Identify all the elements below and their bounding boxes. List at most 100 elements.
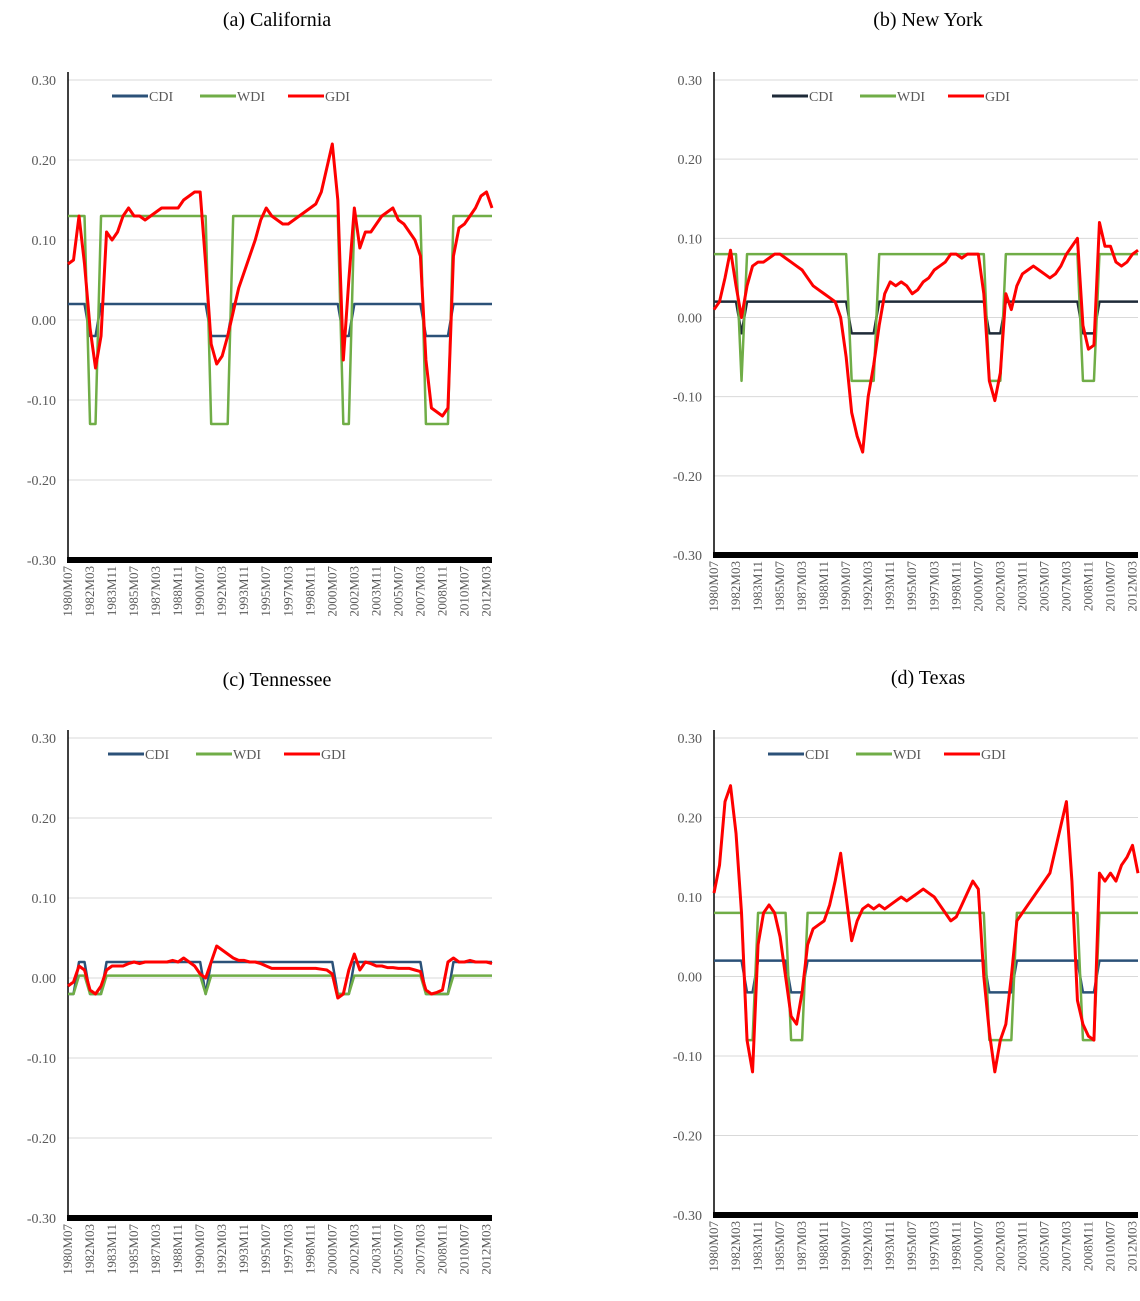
x-tick-label: 1990M07 xyxy=(838,561,853,612)
y-tick-label: 0.30 xyxy=(678,74,703,89)
x-tick-label: 1998M11 xyxy=(948,561,963,611)
y-tick-label: -0.30 xyxy=(27,554,56,569)
x-tick-label: 2003M11 xyxy=(368,566,383,616)
x-tick-label: 1995M07 xyxy=(258,566,273,617)
legend-label: CDI xyxy=(145,748,169,763)
x-tick-label: 1980M07 xyxy=(60,1224,75,1275)
x-tick-label: 1987M03 xyxy=(794,1221,809,1272)
x-tick-label: 1988M11 xyxy=(170,566,185,616)
y-tick-label: 0.30 xyxy=(678,732,703,747)
x-tick-label: 1995M07 xyxy=(904,561,919,612)
y-tick-label: 0.10 xyxy=(32,234,57,249)
x-tick-label: 2007M03 xyxy=(1058,561,1073,612)
x-tick-label: 1980M07 xyxy=(706,561,721,612)
x-tick-label: 2003M11 xyxy=(1014,1221,1029,1271)
x-tick-label: 2008M11 xyxy=(434,566,449,616)
x-tick-label: 1988M11 xyxy=(816,561,831,611)
chart-title: (b) New York xyxy=(873,9,982,31)
y-tick-label: -0.30 xyxy=(673,549,702,564)
y-tick-label: -0.10 xyxy=(27,1052,56,1067)
y-tick-label: 0.10 xyxy=(32,892,57,907)
legend-label: WDI xyxy=(893,748,921,763)
x-tick-label: 1982M03 xyxy=(82,1224,97,1275)
x-tick-label: 2003M11 xyxy=(368,1224,383,1274)
y-tick-label: -0.10 xyxy=(673,391,702,406)
legend-label: WDI xyxy=(233,748,261,763)
x-tick-label: 1982M03 xyxy=(728,1221,743,1272)
series-line xyxy=(68,302,492,338)
chart-title: (d) Texas xyxy=(891,667,966,689)
y-tick-label: 0.00 xyxy=(678,312,703,327)
x-tick-label: 1983M11 xyxy=(750,561,765,611)
x-tick-label: 2012M03 xyxy=(478,1224,493,1275)
y-tick-label: -0.10 xyxy=(27,394,56,409)
y-tick-label: 0.00 xyxy=(32,314,57,329)
x-tick-label: 2000M07 xyxy=(324,566,339,617)
x-tick-label: 1980M07 xyxy=(60,566,75,617)
x-tick-label: 1987M03 xyxy=(148,1224,163,1275)
x-tick-label: 1997M03 xyxy=(926,1221,941,1272)
x-tick-label: 2000M07 xyxy=(324,1224,339,1275)
x-tick-label: 1988M11 xyxy=(816,1221,831,1271)
y-tick-label: -0.20 xyxy=(673,470,702,485)
x-tick-label: 2000M07 xyxy=(970,1221,985,1272)
x-tick-label: 2000M07 xyxy=(970,561,985,612)
y-tick-label: 0.20 xyxy=(32,812,57,827)
x-tick-label: 1997M03 xyxy=(280,566,295,617)
x-tick-label: 1988M11 xyxy=(170,1224,185,1274)
series-line xyxy=(714,911,1138,1042)
x-tick-label: 2008M11 xyxy=(1080,1221,1095,1271)
x-tick-label: 2002M03 xyxy=(346,566,361,617)
series-line xyxy=(712,221,1139,454)
y-tick-label: 0.10 xyxy=(678,232,703,247)
x-tick-label: 2008M11 xyxy=(1080,561,1095,611)
x-tick-label: 1987M03 xyxy=(794,561,809,612)
x-tick-label: 2002M03 xyxy=(992,561,1007,612)
x-tick-label: 1980M07 xyxy=(706,1221,721,1272)
x-tick-label: 1998M11 xyxy=(302,566,317,616)
x-tick-label: 1992M03 xyxy=(860,1221,875,1272)
x-tick-label: 1985M07 xyxy=(126,566,141,617)
legend-label: CDI xyxy=(149,90,173,105)
y-tick-label: 0.00 xyxy=(678,971,703,986)
x-tick-label: 1995M07 xyxy=(258,1224,273,1275)
x-axis xyxy=(713,552,1138,558)
legend-label: GDI xyxy=(985,90,1010,105)
x-tick-label: 2007M03 xyxy=(1058,1221,1073,1272)
series-line xyxy=(67,944,493,1000)
x-tick-label: 1990M07 xyxy=(192,566,207,617)
x-tick-label: 1985M07 xyxy=(772,561,787,612)
legend-label: WDI xyxy=(897,90,925,105)
y-tick-label: -0.30 xyxy=(27,1212,56,1227)
legend-label: GDI xyxy=(325,90,350,105)
series-line xyxy=(67,142,494,418)
x-tick-label: 1998M11 xyxy=(948,1221,963,1271)
x-tick-label: 1985M07 xyxy=(772,1221,787,1272)
x-tick-label: 2012M03 xyxy=(1124,561,1139,612)
x-tick-label: 2002M03 xyxy=(346,1224,361,1275)
x-tick-label: 2005M07 xyxy=(390,566,405,617)
chart-title: (c) Tennessee xyxy=(223,669,332,691)
x-tick-label: 1992M03 xyxy=(214,1224,229,1275)
x-tick-label: 1993M11 xyxy=(236,1224,251,1274)
x-tick-label: 1987M03 xyxy=(148,566,163,617)
x-axis xyxy=(67,1215,492,1221)
x-tick-label: 1992M03 xyxy=(214,566,229,617)
x-axis xyxy=(713,1212,1138,1218)
y-tick-label: -0.30 xyxy=(673,1209,702,1224)
x-tick-label: 1997M03 xyxy=(926,561,941,612)
x-tick-label: 2003M11 xyxy=(1014,561,1029,611)
legend-label: CDI xyxy=(805,748,829,763)
x-tick-label: 1993M11 xyxy=(882,561,897,611)
x-tick-label: 2002M03 xyxy=(992,1221,1007,1272)
x-tick-label: 2010M07 xyxy=(456,1224,471,1275)
legend-label: GDI xyxy=(321,748,346,763)
x-tick-label: 2007M03 xyxy=(412,1224,427,1275)
x-tick-label: 1995M07 xyxy=(904,1221,919,1272)
x-tick-label: 1998M11 xyxy=(302,1224,317,1274)
y-tick-label: 0.30 xyxy=(32,74,57,89)
legend-label: GDI xyxy=(981,748,1006,763)
y-tick-label: 0.20 xyxy=(32,154,57,169)
x-tick-label: 1983M11 xyxy=(104,1224,119,1274)
